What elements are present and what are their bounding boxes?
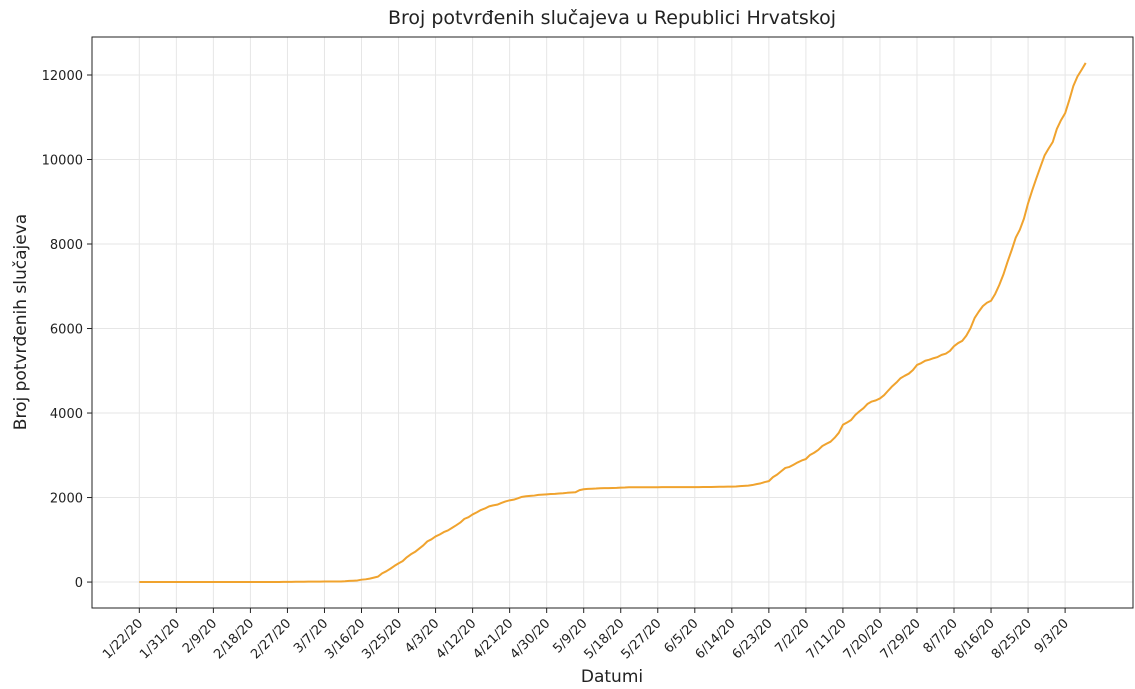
chart-title: Broj potvrđenih slučajeva u Republici Hr… [388,7,836,29]
x-tick-label: 2/27/20 [248,616,294,662]
x-tick-label: 6/14/20 [693,616,739,662]
x-tick-label: 7/29/20 [878,616,924,662]
y-tick-label: 10000 [42,153,83,168]
y-tick-label: 8000 [50,238,83,253]
x-tick-label: 4/12/20 [433,616,479,662]
y-tick-label: 6000 [50,323,83,338]
plot-frame [91,36,1134,609]
x-tick-label: 5/18/20 [582,616,628,662]
x-tick-label: 3/25/20 [359,616,405,662]
y-tick-label: 12000 [42,69,83,84]
x-tick-label: 4/21/20 [470,616,516,662]
x-tick-label: 8/25/20 [989,616,1035,662]
x-tick-label: 5/27/20 [619,616,665,662]
y-tick-label: 0 [75,576,83,591]
x-tick-label: 4/30/20 [507,616,553,662]
y-axis-label: Broj potvrđenih slučajeva [11,214,31,430]
x-tick-label: 3/16/20 [322,616,368,662]
x-tick-label: 9/3/20 [1032,616,1072,656]
x-tick-label: 1/22/20 [100,616,146,662]
x-axis-label: Datumi [581,667,643,687]
x-tick-label: 8/16/20 [952,616,998,662]
x-tick-label: 6/23/20 [730,616,776,662]
x-tick-label: 7/11/20 [804,616,850,662]
x-tick-label: 1/31/20 [137,616,183,662]
y-tick-label: 2000 [50,492,83,507]
y-tick-label: 4000 [50,407,83,422]
x-tick-label: 7/20/20 [841,616,887,662]
data-line [139,62,1087,584]
x-tick-label: 2/18/20 [211,616,257,662]
